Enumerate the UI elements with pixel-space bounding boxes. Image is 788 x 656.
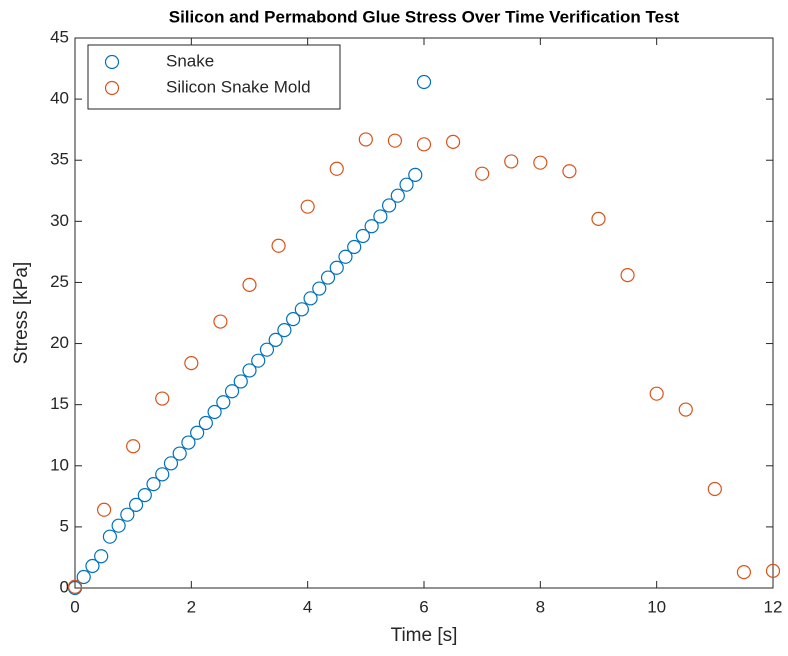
data-point bbox=[67, 579, 83, 594]
data-point bbox=[736, 565, 752, 580]
data-point bbox=[172, 446, 187, 461]
data-point bbox=[102, 529, 118, 544]
data-point bbox=[286, 312, 301, 327]
x-tick-label: 10 bbox=[647, 597, 666, 616]
data-point bbox=[146, 477, 161, 492]
data-point bbox=[111, 518, 126, 533]
data-point bbox=[445, 134, 461, 149]
legend-marker bbox=[104, 54, 120, 70]
data-point bbox=[382, 198, 397, 213]
data-point bbox=[475, 166, 490, 181]
data-point bbox=[233, 374, 248, 389]
y-tick-label: 0 bbox=[60, 577, 69, 596]
data-point bbox=[416, 74, 432, 90]
data-point bbox=[198, 415, 213, 431]
x-tick-label: 0 bbox=[70, 597, 79, 616]
data-point bbox=[364, 219, 379, 234]
y-tick-label: 25 bbox=[50, 272, 69, 291]
data-point bbox=[390, 188, 405, 203]
y-tick-label: 5 bbox=[60, 516, 69, 535]
data-point bbox=[562, 164, 577, 179]
data-point bbox=[207, 404, 222, 420]
data-point bbox=[163, 456, 179, 471]
data-point bbox=[155, 467, 170, 482]
legend-label: Silicon Snake Mold bbox=[166, 77, 311, 96]
data-point bbox=[184, 356, 199, 371]
y-tick-label: 30 bbox=[50, 211, 69, 230]
data-point bbox=[373, 209, 388, 224]
data-point bbox=[213, 314, 228, 329]
y-axis-label: Stress [kPa] bbox=[11, 262, 32, 364]
y-tick-label: 45 bbox=[50, 27, 69, 46]
data-point bbox=[224, 384, 240, 399]
x-tick-label: 12 bbox=[764, 597, 783, 616]
data-point bbox=[312, 281, 327, 296]
legend-marker bbox=[104, 80, 120, 96]
data-point bbox=[277, 323, 292, 338]
data-point bbox=[96, 502, 112, 517]
x-tick-label: 2 bbox=[187, 597, 196, 616]
data-point bbox=[303, 291, 318, 306]
data-point bbox=[416, 137, 432, 152]
data-point bbox=[259, 342, 275, 357]
data-point bbox=[155, 391, 170, 406]
x-tick-label: 4 bbox=[303, 597, 312, 616]
chart-title: Silicon and Permabond Glue Stress Over T… bbox=[169, 7, 680, 26]
data-point bbox=[678, 402, 693, 417]
data-point bbox=[355, 228, 371, 244]
data-point bbox=[329, 161, 344, 176]
data-point bbox=[137, 488, 152, 503]
data-point bbox=[94, 549, 109, 564]
data-point bbox=[358, 132, 373, 147]
data-point bbox=[216, 395, 231, 410]
y-tick-label: 10 bbox=[50, 455, 69, 474]
y-tick-label: 35 bbox=[50, 150, 69, 169]
data-point bbox=[504, 154, 519, 169]
x-axis-label: Time [s] bbox=[391, 625, 458, 646]
y-tick-label: 40 bbox=[50, 89, 69, 108]
data-point bbox=[408, 167, 423, 182]
data-point bbox=[251, 353, 266, 368]
y-tick-label: 15 bbox=[50, 394, 69, 413]
data-point bbox=[190, 425, 205, 440]
data-point bbox=[387, 133, 403, 148]
data-point bbox=[242, 277, 257, 292]
data-point bbox=[329, 260, 344, 275]
data-point bbox=[620, 268, 635, 283]
data-point bbox=[294, 302, 309, 317]
x-tick-label: 6 bbox=[419, 597, 428, 616]
y-tick-label: 20 bbox=[50, 333, 69, 352]
data-point bbox=[533, 155, 548, 170]
data-point bbox=[399, 177, 414, 192]
data-point bbox=[591, 211, 606, 226]
legend-label: Snake bbox=[166, 51, 214, 70]
data-point bbox=[271, 238, 286, 253]
data-point bbox=[181, 435, 196, 450]
data-point bbox=[120, 507, 135, 522]
data-point bbox=[338, 249, 353, 264]
data-point bbox=[707, 481, 722, 497]
data-point bbox=[126, 439, 141, 454]
data-point bbox=[128, 497, 144, 512]
x-tick-label: 8 bbox=[536, 597, 545, 616]
data-point bbox=[76, 569, 91, 585]
data-point bbox=[649, 386, 664, 401]
data-point bbox=[347, 239, 362, 255]
plot-area bbox=[74, 37, 774, 589]
legend-box bbox=[87, 44, 341, 110]
data-point bbox=[320, 270, 336, 285]
data-point bbox=[765, 563, 781, 578]
data-point bbox=[300, 199, 315, 214]
data-point bbox=[242, 363, 257, 378]
data-point bbox=[268, 332, 283, 347]
data-point bbox=[85, 558, 100, 574]
